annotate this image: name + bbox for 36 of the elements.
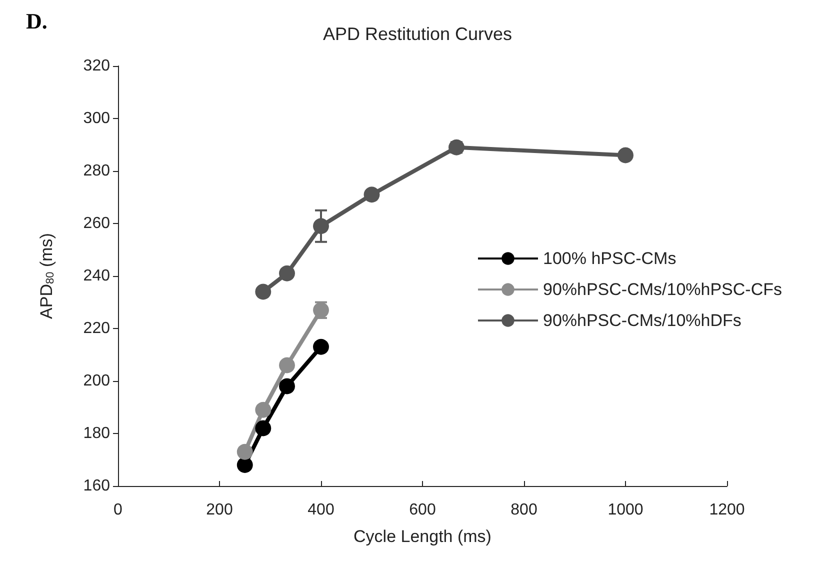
x-tick-label: 1200 xyxy=(709,502,745,518)
point xyxy=(313,338,329,355)
x-tick-label: 1000 xyxy=(608,502,644,518)
point xyxy=(236,444,253,460)
point xyxy=(255,402,272,418)
y-tick-label: 200 xyxy=(83,372,110,390)
x-axis-title: Cycle Length (ms) xyxy=(354,527,492,546)
x-tick-label: 0 xyxy=(114,502,123,518)
chart-title: APD Restitution Curves xyxy=(322,24,512,44)
y-axis-title: APD80 (ms) xyxy=(37,233,56,319)
legend-label: 90%hPSC-CMs/10%hDFs xyxy=(542,311,742,330)
y-tick-label: 180 xyxy=(83,425,110,442)
point xyxy=(279,378,295,394)
x-tick-label: 400 xyxy=(308,502,334,518)
y-tick-label: 280 xyxy=(83,162,110,180)
point xyxy=(364,186,380,203)
x-tick-label: 800 xyxy=(510,502,538,518)
point xyxy=(236,457,253,473)
x-tick-label: 600 xyxy=(409,502,436,518)
y-tick-label: 220 xyxy=(83,320,110,337)
point xyxy=(255,420,272,436)
y-tick-label: 160 xyxy=(83,478,110,494)
point xyxy=(279,265,295,282)
point xyxy=(618,147,634,164)
x-tick-label: 200 xyxy=(206,502,233,518)
y-tick-label: 240 xyxy=(83,268,110,284)
point xyxy=(255,284,272,300)
point xyxy=(448,139,465,156)
y-tick-label: 320 xyxy=(83,58,110,74)
point xyxy=(279,357,295,374)
legend-label: 90%hPSC-CMs/10%hPSC-CFs xyxy=(542,280,782,299)
y-tick-label: 300 xyxy=(83,110,110,127)
point xyxy=(313,218,329,234)
y-tick-label: 260 xyxy=(83,215,110,232)
text: D. xyxy=(26,8,48,34)
legend-label: 100% hPSC-CMs xyxy=(542,249,676,268)
